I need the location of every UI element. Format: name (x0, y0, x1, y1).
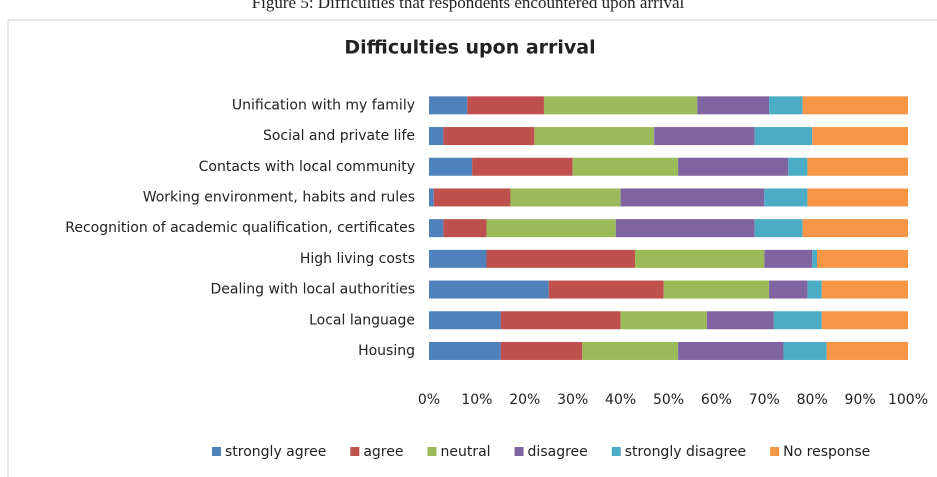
bar-segment (443, 219, 487, 238)
y-tick-label: Dealing with local authorities (211, 282, 416, 298)
x-tick-label: 70% (749, 392, 780, 408)
bar-segment (429, 280, 549, 299)
x-tick-label: 10% (461, 392, 492, 408)
bar-segment (548, 280, 664, 299)
bar-segment (429, 249, 487, 268)
bar-segment (788, 157, 808, 176)
bar-segment (543, 96, 698, 115)
x-tick-label: 100% (888, 392, 928, 408)
y-tick-label: Housing (358, 343, 415, 359)
bar-segment (620, 311, 707, 330)
bar-segment (443, 127, 535, 146)
bar-segment (754, 127, 813, 146)
bar-segment (429, 311, 501, 330)
bar-segment (706, 311, 774, 330)
x-tick-label: 40% (605, 392, 636, 408)
legend-swatch (427, 447, 437, 456)
bar-segment (678, 341, 784, 360)
bar-segment (764, 249, 813, 268)
legend-swatch (514, 447, 524, 456)
y-tick-label: Recognition of academic qualification, c… (65, 220, 415, 236)
bar-segment (634, 249, 765, 268)
bar-segment (807, 280, 822, 299)
legend-swatch (350, 447, 360, 456)
legend-label: disagree (528, 444, 588, 460)
legend-label: No response (783, 444, 870, 460)
bar-segment (812, 249, 817, 268)
bar-segment (663, 280, 770, 299)
bar-segment (773, 311, 822, 330)
bar-segment (429, 96, 468, 115)
bar-segment (572, 157, 679, 176)
y-tick-label: Contacts with local community (199, 159, 415, 175)
bar-segment (472, 157, 573, 176)
bar-segment (807, 157, 908, 176)
bar-segment (500, 311, 621, 330)
chart-title: Difficulties upon arrival (344, 37, 595, 59)
bar-segment (510, 188, 621, 207)
bar-segment (582, 341, 679, 360)
bar-segment (467, 96, 544, 115)
figure-caption: Figure 5: Difficulties that respondents … (252, 0, 685, 12)
legend-swatch (611, 447, 621, 456)
bar-segment (783, 341, 827, 360)
bar-segment (500, 341, 583, 360)
bar-segment (620, 188, 765, 207)
chart-frame (7, 19, 937, 477)
bar-segment (764, 188, 808, 207)
bar-segment (802, 96, 908, 115)
bar-segment (769, 96, 803, 115)
bar-segment (821, 280, 908, 299)
bar-segment (802, 219, 908, 238)
legend-label: agree (363, 444, 403, 460)
y-tick-label: Unification with my family (232, 97, 415, 113)
bar-segment (429, 188, 434, 207)
bar-segment (429, 127, 444, 146)
y-tick-label: Working environment, habits and rules (143, 189, 415, 205)
y-tick-label: High living costs (300, 251, 415, 267)
bar-segment (429, 219, 444, 238)
bar-segment (429, 341, 501, 360)
legend-swatch (770, 447, 780, 456)
bar-segment (615, 219, 755, 238)
legend-label: neutral (440, 444, 490, 460)
bar-segment (697, 96, 770, 115)
bar-segment (486, 249, 635, 268)
bar-segment (678, 157, 789, 176)
bar-segment (429, 157, 473, 176)
bar-segment (826, 341, 908, 360)
bar-segment (433, 188, 511, 207)
legend-label: strongly agree (225, 444, 326, 460)
bar-segment (807, 188, 908, 207)
bar-segment (816, 249, 908, 268)
bar-segment (769, 280, 808, 299)
bar-segment (534, 127, 655, 146)
bar-segment (654, 127, 755, 146)
x-tick-label: 20% (509, 392, 540, 408)
y-tick-label: Social and private life (263, 128, 415, 144)
y-tick-label: Local language (309, 312, 415, 328)
legend-swatch (212, 447, 221, 456)
x-tick-label: 50% (653, 392, 684, 408)
x-tick-label: 60% (701, 392, 732, 408)
x-tick-label: 90% (845, 392, 876, 408)
x-tick-label: 30% (557, 392, 588, 408)
bar-segment (812, 127, 908, 146)
bar-segment (821, 311, 908, 330)
bar-segment (754, 219, 803, 238)
x-tick-label: 0% (418, 392, 440, 408)
bar-segment (486, 219, 616, 238)
x-tick-label: 80% (797, 392, 828, 408)
legend-label: strongly disagree (625, 444, 746, 460)
